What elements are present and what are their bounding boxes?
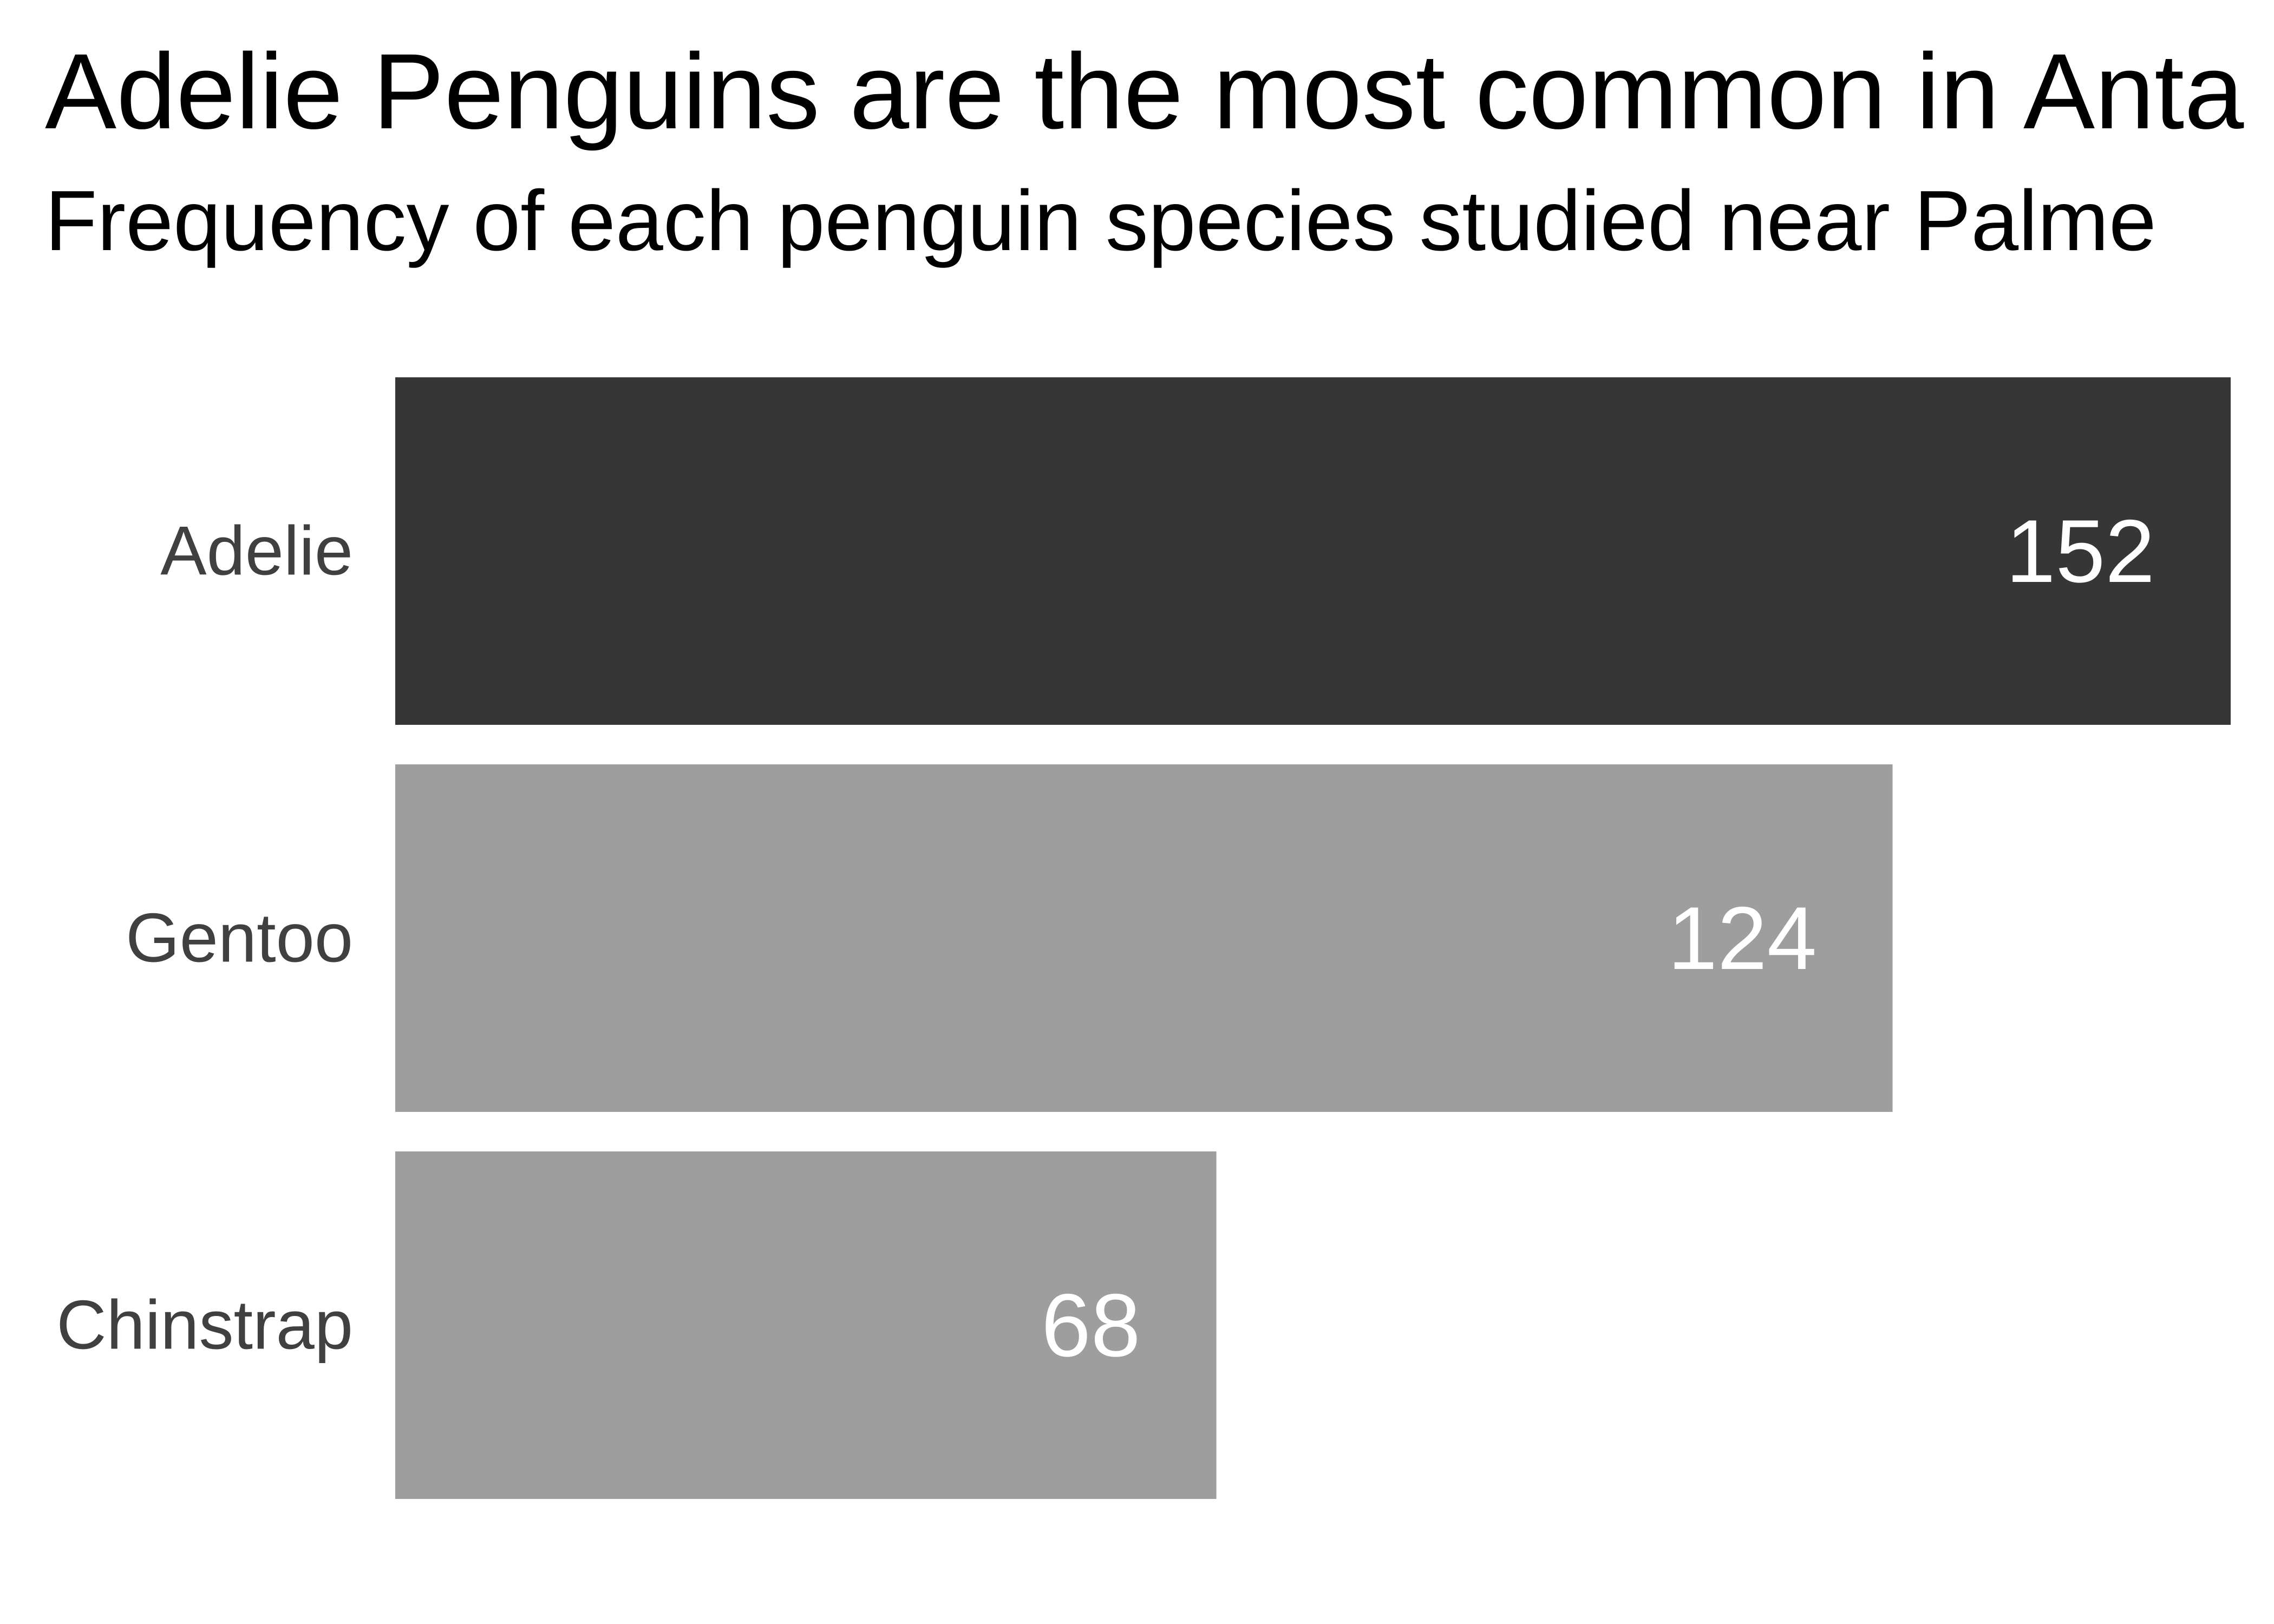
value-label-gentoo: 124 <box>1668 888 1816 988</box>
bar-gentoo <box>395 764 1893 1112</box>
category-label-gentoo: Gentoo <box>126 900 353 977</box>
bar-adelie <box>395 377 2231 725</box>
chart-subtitle: Frequency of each penguin species studie… <box>45 173 2157 269</box>
value-label-adelie: 152 <box>2006 501 2155 601</box>
category-label-chinstrap: Chinstrap <box>56 1287 353 1364</box>
chart-title: Adelie Penguins are the most common in A… <box>45 31 2244 151</box>
category-label-adelie: Adelie <box>160 513 353 590</box>
value-label-chinstrap: 68 <box>1041 1275 1141 1375</box>
bar-chinstrap <box>395 1151 1217 1499</box>
